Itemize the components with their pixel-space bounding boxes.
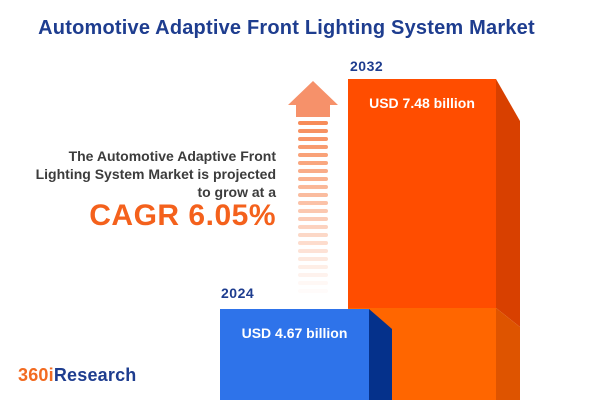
growth-arrow-stripe — [298, 249, 328, 253]
bar-2032-side — [496, 79, 520, 327]
growth-arrow-stripe — [298, 289, 328, 293]
growth-arrow-stripe — [298, 145, 328, 149]
growth-arrow-stripe — [298, 217, 328, 221]
growth-arrow-stripe — [298, 169, 328, 173]
intro-line-2: Lighting System Market is projected — [35, 166, 276, 182]
growth-arrow-stripe — [298, 177, 328, 181]
bar-2032-base-side — [496, 308, 520, 400]
intro-line-3: to grow at a — [197, 184, 276, 200]
bar-2024-side — [369, 309, 392, 400]
growth-arrow-stripe — [298, 129, 328, 133]
company-logo: 360iResearch — [18, 365, 137, 386]
growth-arrow-stripe — [298, 257, 328, 261]
growth-arrow-stripe — [298, 153, 328, 157]
growth-arrow-stripe — [298, 233, 328, 237]
bar-value-2032: USD 7.48 billion — [369, 95, 475, 111]
growth-arrow-stripe — [298, 273, 328, 277]
growth-arrow-stripe — [298, 225, 328, 229]
bar-value-2024: USD 4.67 billion — [241, 325, 348, 341]
growth-arrow-stripe — [298, 201, 328, 205]
bar-2024-front — [220, 309, 369, 400]
growth-arrow-stripe — [298, 241, 328, 245]
growth-arrow-stripe — [298, 193, 328, 197]
growth-arrow-stripe — [298, 265, 328, 269]
growth-arrow-stripe — [298, 185, 328, 189]
growth-arrow-stripe — [298, 161, 328, 165]
growth-arrow-stripe — [298, 137, 328, 141]
bar-label-2024: 2024 — [221, 285, 255, 301]
page-title: Automotive Adaptive Front Lighting Syste… — [38, 17, 535, 39]
intro-line-1: The Automotive Adaptive Front — [68, 148, 276, 164]
growth-arrow-shaft — [298, 121, 328, 297]
logo-suffix: Research — [53, 365, 137, 385]
bar-2032-front — [348, 79, 496, 308]
growth-arrow-stripe — [298, 281, 328, 285]
growth-arrow-stripe — [298, 209, 328, 213]
bar-label-2032: 2032 — [350, 58, 384, 74]
growth-arrow-stripe — [298, 121, 328, 125]
growth-arrow-head-icon — [288, 81, 338, 117]
logo-prefix: 360i — [18, 365, 54, 385]
